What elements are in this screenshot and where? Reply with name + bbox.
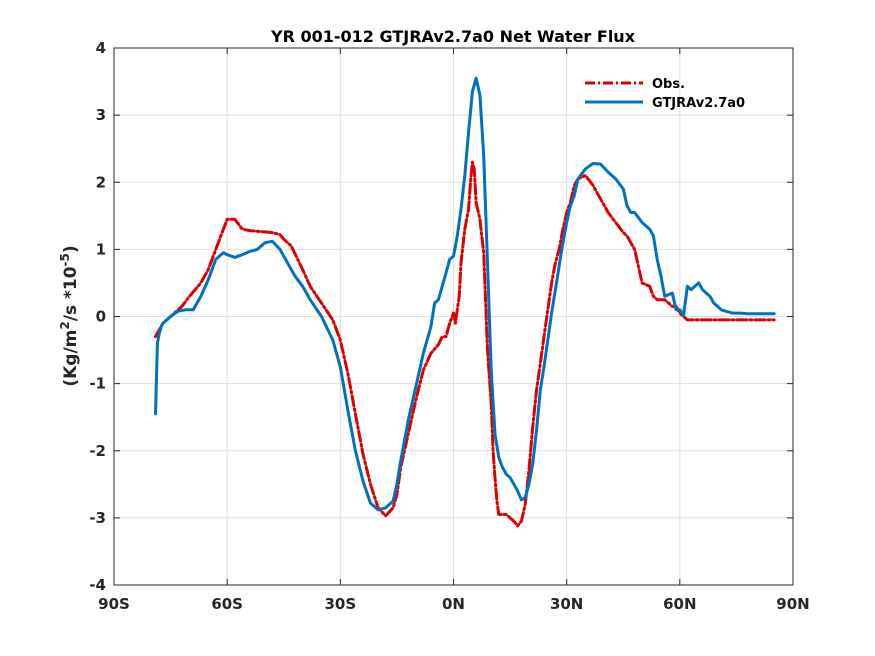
y-tick-label: 0 [96, 308, 106, 326]
y-axis-label-sup1: 2 [58, 321, 72, 329]
y-axis-label-suffix: ) [61, 245, 81, 253]
y-axis-label-sup2: -5 [58, 253, 72, 266]
legend-label-gtjra: GTJRAv2.7a0 [652, 96, 745, 111]
x-tick-label: 0N [442, 595, 465, 613]
x-tick-label: 30S [324, 595, 356, 613]
series-group [154, 76, 776, 528]
y-tick-label: -1 [89, 375, 106, 393]
y-tick-label: 2 [96, 173, 106, 191]
y-tick-label: 4 [96, 39, 106, 57]
ticks [113, 47, 794, 586]
series-line-obs [154, 160, 776, 528]
x-tick-label: 60S [211, 595, 243, 613]
series-line-gtjra [154, 76, 776, 512]
legend: Obs. GTJRAv2.7a0 [585, 77, 745, 111]
x-tick-label: 90N [776, 595, 809, 613]
x-tick-label: 30N [550, 595, 583, 613]
y-axis-label: (Kg/m2/s *10-5) [58, 245, 81, 386]
legend-label-obs: Obs. [652, 77, 685, 92]
y-tick-label: 3 [96, 106, 106, 124]
x-tick-label: 90S [98, 595, 130, 613]
y-tick-label: -3 [89, 509, 106, 527]
y-axis-label-middle: /s *10 [61, 266, 81, 321]
y-tick-label: -2 [89, 442, 106, 460]
x-tick-label: 60N [663, 595, 696, 613]
chart-title: YR 001-012 GTJRAv2.7a0 Net Water Flux [270, 27, 636, 46]
y-tick-label: 1 [96, 240, 106, 258]
y-tick-labels: -4 -3 -2 -1 0 1 2 3 4 [89, 39, 106, 594]
x-tick-labels: 90S 60S 30S 0N 30N 60N 90N [98, 595, 810, 613]
y-tick-label: -4 [89, 576, 106, 594]
y-axis-label-prefix: (Kg/m [61, 330, 81, 387]
